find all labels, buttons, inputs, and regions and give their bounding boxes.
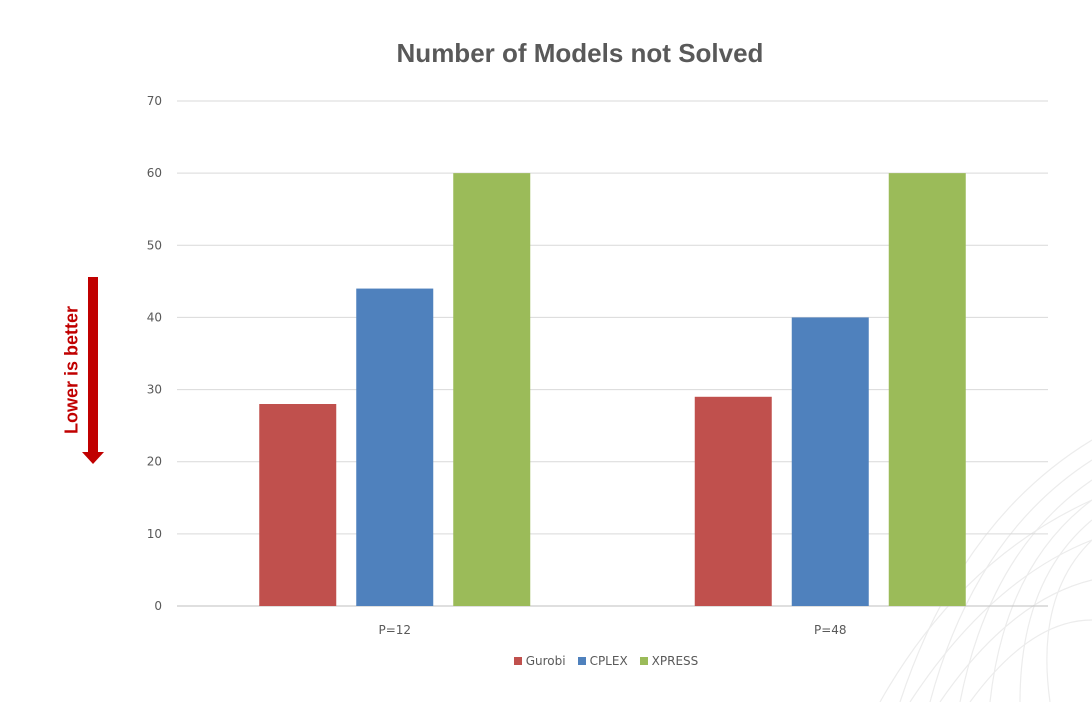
y-tick-label: 70 [147,94,162,108]
y-tick-label: 0 [154,599,162,613]
lower-is-better-annotation: Lower is better [61,305,82,435]
bar-gurobi-p12 [259,404,337,606]
bar-cplex-p12 [356,288,434,606]
y-tick-label: 50 [147,238,162,252]
x-tick-label: P=12 [378,623,411,637]
legend-item-gurobi: Gurobi [513,654,566,668]
bar-xpress-p48 [888,173,966,606]
chart-title: Number of Models not Solved [396,38,764,68]
legend-label-cplex: CPLEX [589,654,628,668]
legend: Gurobi CPLEX XPRESS [0,653,1092,669]
down-arrow-icon [82,277,104,464]
legend-item-cplex: CPLEX [577,654,628,668]
y-tick-label: 40 [147,310,162,324]
legend-label-gurobi: Gurobi [525,654,566,668]
legend-swatch-cplex [577,657,586,665]
y-tick-label: 30 [147,383,162,397]
y-tick-label: 60 [147,166,162,180]
y-tick-label: 10 [147,527,162,541]
bar-xpress-p12 [453,173,531,606]
y-tick-label: 20 [147,455,162,469]
legend-swatch-gurobi [513,657,522,665]
legend-swatch-xpress [639,657,648,665]
legend-label-xpress: XPRESS [651,654,699,668]
bar-cplex-p48 [791,317,869,606]
legend-item-xpress: XPRESS [639,654,699,668]
x-tick-label: P=48 [814,623,847,637]
bar-gurobi-p48 [694,396,772,606]
